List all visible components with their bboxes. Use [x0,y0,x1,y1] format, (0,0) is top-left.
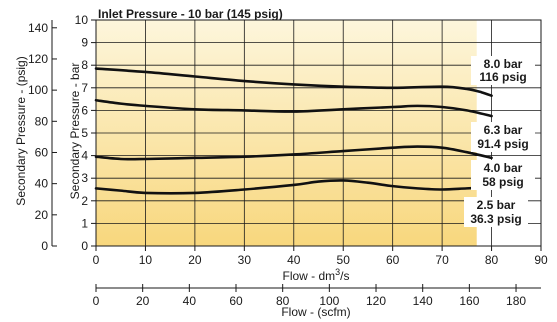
x-primary-tick-label: 80 [485,253,499,267]
x-secondary-tick-label: 120 [366,294,386,308]
x-axis-secondary-label: Flow - (scfm) [281,305,350,319]
curve-label-psig: 36.3 psig [470,212,521,226]
x-primary-tick-label: 40 [287,253,301,267]
series-line-1 [94,67,493,98]
y-secondary-tick-label: 80 [35,114,49,128]
curve-label-psig: 116 psig [479,70,526,84]
curves [94,67,493,195]
y-primary-tick-label: 3 [81,171,88,185]
series-line-4 [94,179,493,195]
y-axis-secondary-label: Secondary Pressure - (psig) [14,56,28,205]
y-secondary-tick-label: 100 [28,83,48,97]
curve-label-psig: 58 psig [482,175,523,189]
curve-label-bg [464,197,528,227]
y-axis-primary-label: Secondary Pressure - bar [68,63,82,200]
x-secondary-tick-label: 60 [229,294,243,308]
y-primary-tick-label: 4 [81,149,88,163]
y-secondary-tick-label: 0 [41,239,48,253]
x-secondary-tick-label: 180 [506,294,526,308]
y-secondary-tick-label: 60 [35,145,49,159]
y-primary-tick-label: 8 [81,58,88,72]
curve-label-bar: 4.0 bar [484,161,523,175]
y-secondary-tick-label: 120 [28,52,48,66]
x-secondary-tick-label: 160 [459,294,479,308]
x-primary-tick-label: 70 [435,253,449,267]
x-secondary-tick-label: 140 [413,294,433,308]
x-primary-tick-label: 30 [238,253,252,267]
x-secondary-tick-label: 20 [136,294,150,308]
y-primary-tick-label: 9 [81,36,88,50]
chart-title: Inlet Pressure - 10 bar (145 psig) [98,7,283,21]
curve-label-bar: 6.3 bar [484,123,523,137]
x-primary-tick-label: 0 [93,253,100,267]
x-secondary-tick-label: 100 [319,294,339,308]
x-secondary-tick-label: 40 [183,294,197,308]
curve-label-bar: 2.5 bar [477,198,516,212]
y-primary-tick-label: 1 [81,216,88,230]
x-primary-tick-label: 20 [188,253,202,267]
y-secondary-tick-label: 40 [35,177,49,191]
y-primary-tick-label: 2 [81,194,88,208]
y-secondary-tick-label: 140 [28,21,48,35]
x-primary-tick-label: 50 [337,253,351,267]
x-primary-tick-label: 60 [386,253,400,267]
curve-label-bg [471,160,535,190]
x-secondary-tick-label: 80 [276,294,290,308]
curve-label-psig: 91.4 psig [477,137,528,151]
y-primary-tick-label: 0 [81,239,88,253]
curve-label-bg [471,122,535,152]
series-line-2 [94,98,493,118]
y-primary-tick-label: 5 [81,126,88,140]
y-secondary-tick-label: 20 [35,208,49,222]
x-primary-tick-label: 10 [139,253,153,267]
y-primary-tick-label: 6 [81,103,88,117]
y-primary-tick-label: 10 [75,13,89,27]
curve-label-bg [471,56,535,85]
y-primary-tick-label: 7 [81,81,88,95]
x-axis-primary-label: Flow - dm3/s [282,267,349,283]
x-primary-tick-label: 90 [534,253,548,267]
curve-label-bar: 8.0 bar [484,57,523,71]
series-line-3 [94,145,493,161]
x-secondary-tick-label: 0 [93,294,100,308]
